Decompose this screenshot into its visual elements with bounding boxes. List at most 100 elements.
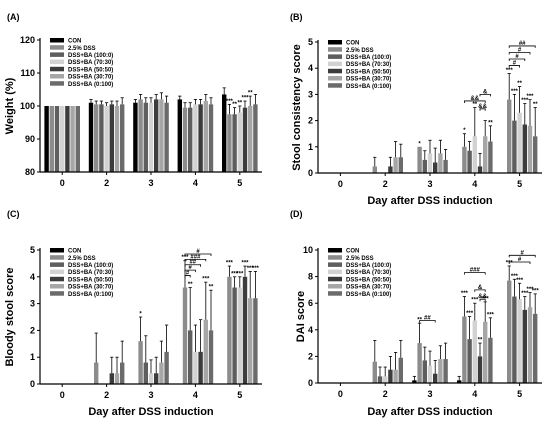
bar <box>54 106 60 172</box>
series-7 <box>75 94 258 172</box>
bracket-mark: # <box>196 249 200 255</box>
bar <box>104 106 109 172</box>
bar <box>94 362 99 384</box>
bar <box>133 102 138 172</box>
legend-label: CON <box>68 39 81 45</box>
significance-mark: *** <box>532 288 540 294</box>
bar <box>154 99 159 172</box>
significance-mark: *** <box>516 278 524 284</box>
bar <box>203 319 208 384</box>
bar <box>512 120 517 173</box>
series-4 <box>427 86 522 173</box>
panel-b: (B)**********************&&&&&#####01234… <box>290 12 542 207</box>
legend-swatch <box>328 269 342 275</box>
legend-label: CON <box>346 41 359 47</box>
bar <box>372 166 377 173</box>
series-2 <box>372 73 512 173</box>
bracket-mark: # <box>186 270 190 276</box>
y-tick-label: 0 <box>308 168 313 178</box>
bar <box>60 106 65 172</box>
legend-label: DSS+BA (100:0) <box>68 53 113 59</box>
y-tick-label: 2 <box>308 351 313 361</box>
y-tick-label: 100 <box>20 101 35 111</box>
bar <box>143 362 148 384</box>
legend-label: DSS+BA (70:30) <box>68 60 113 66</box>
y-tick-label: 1 <box>308 142 313 152</box>
significance-mark: ** <box>188 282 193 288</box>
bar <box>94 104 99 172</box>
significance-mark: *** <box>521 291 529 297</box>
legend-swatch <box>328 262 342 267</box>
legend-label: DSS+BA (70:30) <box>346 62 391 68</box>
bar <box>138 341 143 384</box>
panel-label: (A) <box>7 12 20 22</box>
bar <box>472 320 477 383</box>
bar <box>472 136 477 173</box>
legend-label: DSS+BA (100:0) <box>68 263 113 269</box>
bar <box>177 99 182 172</box>
legend-swatch <box>328 284 342 289</box>
series-6 <box>393 99 533 173</box>
legend-swatch <box>328 76 342 81</box>
bracket-mark: # <box>515 54 519 60</box>
bracket-mark: ## <box>519 41 526 47</box>
bracket-mark: # <box>518 257 522 263</box>
comparison-bracket <box>508 254 536 258</box>
bar <box>193 104 198 172</box>
bar <box>517 299 522 383</box>
bar <box>398 357 403 383</box>
significance-mark: *** <box>241 96 249 102</box>
bar <box>114 106 120 172</box>
bar <box>412 380 417 383</box>
y-tick-label: 0 <box>30 379 35 389</box>
legend-swatch <box>50 262 64 267</box>
bar <box>438 153 443 173</box>
bar <box>182 107 188 172</box>
significance-mark: * <box>139 312 142 318</box>
comparison-bracket <box>479 298 486 302</box>
x-tick-label: 2 <box>383 179 388 189</box>
comparison-bracket <box>184 275 191 278</box>
bar <box>143 102 148 172</box>
bar <box>114 373 120 384</box>
significance-mark: ** <box>472 102 477 108</box>
bar <box>227 276 232 384</box>
bar <box>164 102 169 172</box>
bar <box>164 351 169 384</box>
bar <box>522 309 527 383</box>
bar <box>203 101 208 172</box>
bar <box>248 298 253 384</box>
legend-swatch <box>328 54 342 59</box>
significance-mark: *** <box>181 255 189 261</box>
legend-swatch <box>50 248 64 253</box>
x-tick-label: 3 <box>427 389 432 399</box>
bar <box>527 125 533 173</box>
bar <box>377 376 383 383</box>
y-tick-label: 4 <box>30 272 35 282</box>
series-5 <box>65 94 248 172</box>
legend-label: DSS+BA (30:70) <box>68 75 113 81</box>
bar <box>120 362 125 384</box>
bar <box>477 356 483 383</box>
series-3 <box>422 94 517 173</box>
significance-mark: ** <box>237 101 242 107</box>
bar <box>457 380 462 383</box>
significance-mark: *** <box>526 94 534 100</box>
significance-mark: *** <box>252 266 260 272</box>
legend-swatch <box>50 52 64 57</box>
bar <box>193 351 198 384</box>
legend-swatch <box>50 45 64 50</box>
bar <box>138 99 143 172</box>
legend-label: 2.5% DSS <box>346 48 374 54</box>
legend-swatch <box>50 255 64 260</box>
bar <box>462 146 467 173</box>
bar <box>208 104 214 172</box>
significance-mark: *** <box>461 291 469 297</box>
legend-swatch <box>50 38 64 43</box>
legend-swatch <box>50 284 64 289</box>
bar <box>242 107 248 172</box>
y-axis-title: Bloody stool score <box>4 267 16 366</box>
